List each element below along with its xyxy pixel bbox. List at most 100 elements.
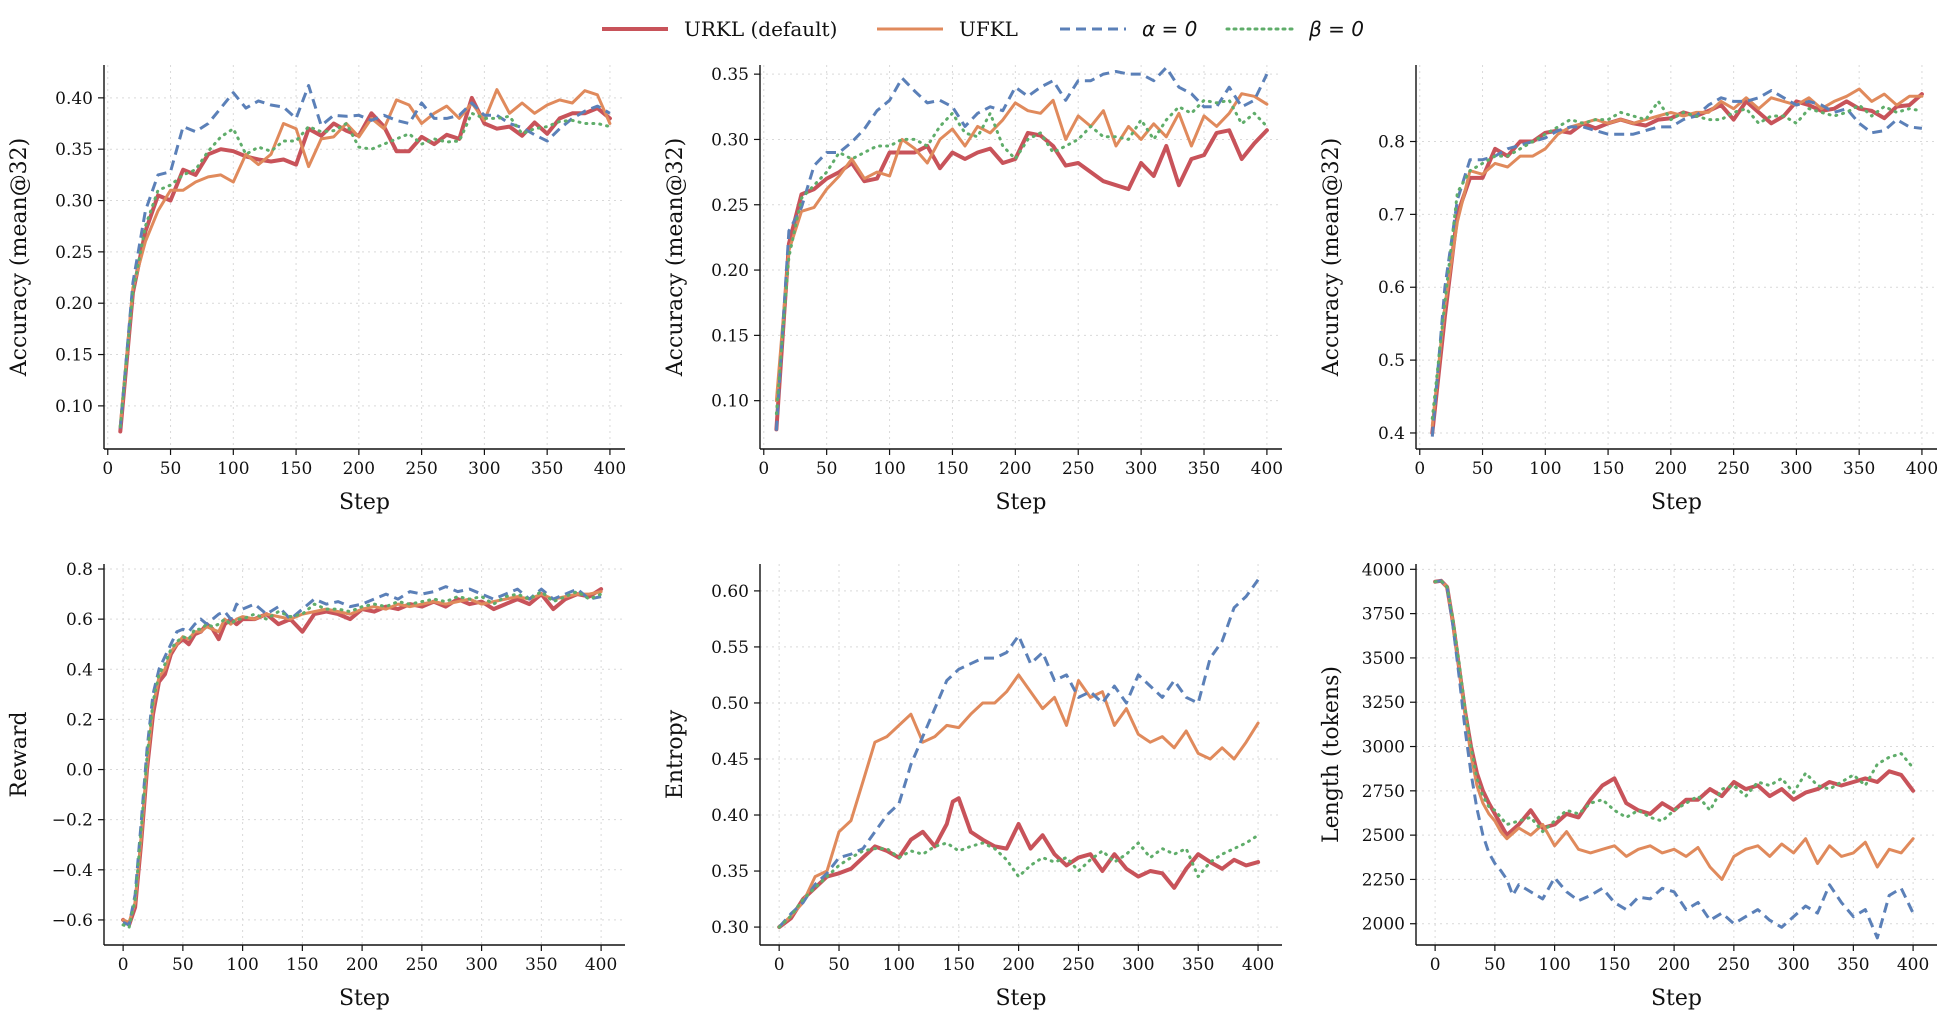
series-line-0 <box>1430 89 1923 437</box>
series-line-0 <box>1433 579 1915 834</box>
y-tick-label: 0.30 <box>711 130 749 150</box>
x-tick-label: 250 <box>1062 459 1094 479</box>
x-tick-label: 350 <box>1837 955 1869 975</box>
x-tick-label: 0 <box>774 955 785 975</box>
x-tick-label: 200 <box>1658 955 1690 975</box>
x-tick-label: 350 <box>1182 955 1214 975</box>
series-line-0 <box>118 84 611 429</box>
y-tick-label: 0.4 <box>1378 424 1405 444</box>
y-axis-label: Accuracy (mean@32) <box>7 138 32 377</box>
x-tick-label: 350 <box>525 955 557 975</box>
x-tick-label: 50 <box>828 955 850 975</box>
y-tick-label: 3250 <box>1362 693 1405 713</box>
x-tick-label: 200 <box>1002 955 1034 975</box>
y-axis-label: Accuracy (mean@32) <box>1319 138 1344 377</box>
y-tick-label: 0.0 <box>66 761 93 781</box>
y-tick-label: 0.10 <box>711 392 749 412</box>
x-tick-label: 400 <box>585 955 617 975</box>
y-tick-label: 0.35 <box>711 862 749 882</box>
series-line-urkl-default <box>118 95 612 434</box>
legend-swatch-urkl <box>602 27 668 31</box>
y-tick-label: 2750 <box>1362 782 1405 802</box>
y-tick-label: 0.10 <box>55 397 93 417</box>
legend-item-alpha: α = 0 <box>1058 14 1197 44</box>
chart-panel-1: 0 50 100 150 200 250 300 350 400 0.10 0.15 0.20 0.25… <box>7 65 626 515</box>
x-tick-label: 0 <box>118 955 129 975</box>
y-tick-label: 0.30 <box>711 918 749 938</box>
y-tick-label: −0.2 <box>52 811 93 831</box>
series-line-ufkl <box>1430 87 1924 428</box>
x-tick-label: 100 <box>883 955 915 975</box>
y-tick-label: 0.60 <box>711 582 749 602</box>
x-tick-label: 200 <box>999 459 1031 479</box>
x-tick-label: 100 <box>873 459 905 479</box>
series-line-ufkl <box>774 92 1269 403</box>
y-tick-label: 0.6 <box>1378 278 1405 298</box>
x-tick-label: 150 <box>280 459 312 479</box>
series-line-0 <box>777 833 1260 929</box>
y-tick-label: 0.25 <box>711 196 749 216</box>
legend-label-urkl: URKL (default) <box>684 17 838 41</box>
x-tick-label: 150 <box>943 955 975 975</box>
x-tick-label: 150 <box>1592 459 1624 479</box>
series-line-ufkl <box>777 673 1260 929</box>
x-tick-label: 100 <box>1529 459 1561 479</box>
x-tick-label: 50 <box>1484 955 1506 975</box>
x-tick-label: 100 <box>217 459 249 479</box>
x-axis-label: Step <box>995 490 1046 515</box>
y-tick-label: 3500 <box>1362 649 1405 669</box>
x-tick-label: 300 <box>1122 955 1154 975</box>
x-tick-label: 400 <box>1251 459 1283 479</box>
x-tick-label: 150 <box>1598 955 1630 975</box>
series-line-urkl-default <box>774 128 1269 432</box>
x-tick-label: 0 <box>1414 459 1425 479</box>
x-tick-label: 250 <box>1062 955 1094 975</box>
x-tick-label: 0 <box>1430 955 1441 975</box>
y-tick-label: 0.8 <box>66 560 93 580</box>
series-line-ufkl <box>118 88 612 428</box>
x-tick-label: 150 <box>936 459 968 479</box>
y-tick-label: 0.35 <box>711 65 749 85</box>
legend-item-ufkl: UFKL <box>875 14 1018 44</box>
y-tick-label: 0.55 <box>711 638 749 658</box>
x-tick-label: 50 <box>816 459 838 479</box>
series-line-0 <box>1434 579 1915 940</box>
y-tick-label: 0.50 <box>711 694 749 714</box>
legend-swatch-ufkl <box>877 27 943 31</box>
legend-item-beta: β = 0 <box>1225 14 1364 44</box>
x-tick-label: 50 <box>1472 459 1494 479</box>
x-tick-label: 300 <box>468 459 500 479</box>
y-tick-label: 0.15 <box>711 326 749 346</box>
x-tick-label: 100 <box>226 955 258 975</box>
y-tick-label: −0.4 <box>52 861 93 881</box>
y-tick-label: 0.25 <box>55 243 93 263</box>
y-tick-label: 3000 <box>1362 738 1405 758</box>
legend-item-urkl: URKL (default) <box>600 14 837 44</box>
x-axis-label: Step <box>995 986 1046 1011</box>
x-tick-label: 300 <box>465 955 497 975</box>
y-tick-label: 0.7 <box>1378 205 1405 225</box>
legend-swatch-beta <box>1225 27 1295 31</box>
legend-label-ufkl: UFKL <box>959 17 1018 41</box>
x-tick-label: 250 <box>1718 955 1750 975</box>
x-tick-label: 150 <box>286 955 318 975</box>
x-tick-label: 0 <box>102 459 113 479</box>
y-tick-label: 0.6 <box>66 610 93 630</box>
x-tick-label: 400 <box>594 459 626 479</box>
y-tick-label: 2500 <box>1362 826 1405 846</box>
x-tick-label: 200 <box>346 955 378 975</box>
x-tick-label: 350 <box>1843 459 1875 479</box>
y-tick-label: 0.15 <box>55 346 93 366</box>
chart-panel-2: 0 50 100 150 200 250 300 350 400 0.10 0.15 0.20 0.25… <box>663 65 1283 515</box>
y-axis-label: Accuracy (mean@32) <box>663 138 688 377</box>
x-tick-label: 200 <box>343 459 375 479</box>
y-tick-label: 0.40 <box>55 89 93 109</box>
x-tick-label: 400 <box>1242 955 1274 975</box>
x-tick-label: 300 <box>1780 459 1812 479</box>
x-tick-label: 50 <box>160 459 182 479</box>
x-tick-label: 0 <box>758 459 769 479</box>
series-line-0 <box>778 578 1260 929</box>
legend: URKL (default) UFKL α = 0 β = 0 <box>0 0 1945 60</box>
y-tick-label: 0.30 <box>55 192 93 212</box>
